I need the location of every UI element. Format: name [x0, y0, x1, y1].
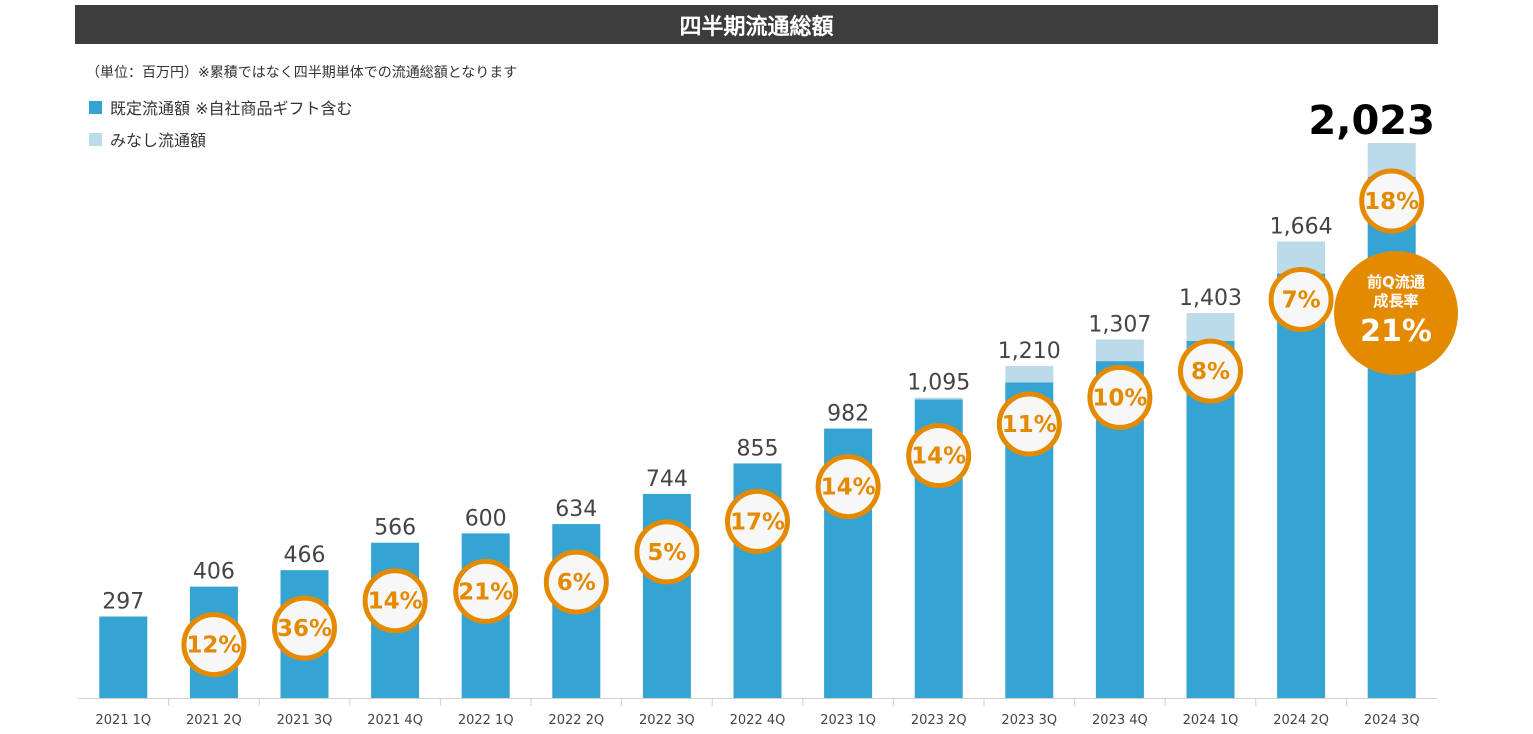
chart-title: 四半期流通総額 [679, 14, 834, 40]
growth-rate-circle [815, 454, 881, 520]
growth-rate-circle [543, 549, 609, 615]
legend-swatch-deemed [89, 132, 102, 146]
bar-confirmed [99, 616, 148, 698]
bar-deemed [1186, 313, 1235, 341]
callout-circle [1334, 251, 1458, 375]
growth-rate-label: 6% [557, 570, 596, 596]
x-tick-label: 2024 3Q [1364, 713, 1420, 728]
x-tick-label: 2022 3Q [639, 713, 695, 728]
bar-confirmed [1277, 273, 1326, 698]
growth-rate-label: 12% [186, 633, 241, 659]
growth-rate-label: 10% [1092, 385, 1147, 411]
data-label-total: 634 [555, 497, 597, 522]
growth-rate-label: 14% [368, 589, 423, 615]
data-label-total: 2,023 [1308, 98, 1435, 144]
growth-rate-circle [453, 558, 519, 624]
growth-rate-label: 17% [730, 509, 785, 535]
data-label-total: 1,210 [998, 339, 1061, 364]
growth-rate-circle [634, 519, 700, 585]
legend-label-deemed: みなし流通額 [110, 131, 207, 150]
growth-rate-label: 5% [647, 540, 686, 566]
growth-rate-label: 11% [1002, 412, 1057, 438]
chart-title-bar: 四半期流通総額 [75, 5, 1438, 44]
data-label-total: 744 [646, 467, 688, 492]
growth-rate-label: 8% [1191, 359, 1230, 385]
x-tick-label: 2023 3Q [1001, 713, 1057, 728]
growth-rate-circle [1087, 364, 1153, 430]
x-tick-label: 2023 2Q [911, 713, 967, 728]
growth-rate-circle [1178, 338, 1243, 404]
growth-rate-label: 18% [1364, 189, 1419, 215]
data-label-total: 466 [284, 543, 326, 568]
data-label-total: 855 [737, 436, 779, 461]
x-tick-label: 2021 1Q [95, 713, 151, 728]
data-label-total: 1,403 [1179, 286, 1242, 311]
x-tick-label: 2023 4Q [1092, 713, 1148, 728]
growth-rate-circle [725, 488, 790, 554]
legend-swatch-confirmed [89, 100, 102, 114]
growth-rate-circle [181, 612, 247, 678]
x-tick-label: 2024 2Q [1273, 713, 1329, 728]
data-label-total: 566 [374, 516, 416, 541]
x-tick-label: 2021 4Q [367, 713, 423, 728]
growth-rate-circle [906, 423, 972, 489]
data-label-total: 1,664 [1270, 214, 1333, 239]
callout-line2: 成長率 [1373, 292, 1418, 310]
growth-rate-circle [1359, 168, 1425, 234]
x-tick-label: 2022 2Q [548, 713, 604, 728]
x-tick-label: 2022 1Q [458, 713, 514, 728]
x-tick-label: 2024 1Q [1183, 713, 1239, 728]
growth-rate-circle [362, 568, 428, 634]
growth-rate-label: 14% [821, 475, 876, 501]
bar-deemed [1005, 366, 1054, 383]
legend-item-confirmed: 既定流通額 ※自社商品ギフト含む [89, 95, 353, 119]
data-label-total: 297 [102, 590, 144, 615]
data-label-total: 406 [193, 560, 235, 585]
growth-rate-label: 14% [911, 444, 966, 470]
legend-item-deemed: みなし流通額 [89, 127, 353, 151]
data-label-total: 1,095 [907, 371, 970, 396]
bar-deemed [914, 397, 963, 400]
callout-value: 21% [1360, 314, 1432, 349]
growth-rate-label: 7% [1282, 287, 1321, 313]
growth-rate-circle [1268, 266, 1334, 332]
x-tick-label: 2022 4Q [730, 713, 786, 728]
data-label-total: 600 [465, 506, 507, 531]
x-tick-label: 2021 3Q [277, 713, 333, 728]
x-tick-label: 2021 2Q [186, 713, 242, 728]
legend-label-confirmed: 既定流通額 ※自社商品ギフト含む [110, 99, 353, 118]
growth-rate-circle [996, 391, 1062, 457]
bar-deemed [1095, 339, 1144, 362]
unit-note: （単位：百万円）※累積ではなく四半期単体での流通総額となります [86, 65, 518, 81]
callout-line1: 前Q流通 [1367, 273, 1425, 291]
x-tick-label: 2023 1Q [820, 713, 876, 728]
data-label-total: 982 [827, 402, 869, 427]
legend: 既定流通額 ※自社商品ギフト含む みなし流通額 [89, 95, 353, 159]
growth-rate-label: 36% [277, 616, 332, 642]
data-label-total: 1,307 [1088, 312, 1151, 337]
growth-rate-label: 21% [458, 579, 513, 605]
growth-rate-circle [272, 595, 337, 661]
